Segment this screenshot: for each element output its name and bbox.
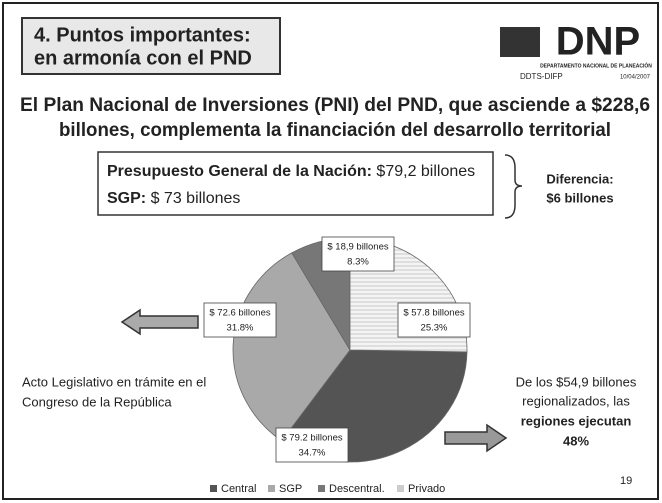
budget-value: $ 73 billones <box>151 190 241 207</box>
amount-label: $ 79.2 billones <box>281 433 343 444</box>
legend-label: Privado <box>408 483 445 495</box>
left-note: Acto Legislativo en trámite en el <box>22 374 206 389</box>
right-note: regionalizados, las <box>522 393 630 408</box>
difference: Diferencia: <box>546 171 613 186</box>
budget-label: Presupuesto General de la Nación: <box>107 163 372 180</box>
logo-block <box>500 27 540 57</box>
pie: $ 79.2 billones 34.7% $ 72.6 billones 31.8%… <box>203 236 471 495</box>
difference: $6 billones <box>546 190 613 205</box>
left-note: Congreso de la República <box>22 394 172 409</box>
budget-value: $79,2 billones <box>376 163 475 180</box>
value-label: 34.7% <box>299 448 326 459</box>
header-box <box>21 17 281 75</box>
label-box <box>203 302 277 338</box>
legend-swatch <box>397 485 404 492</box>
legend-label: Central <box>221 483 256 495</box>
headline: billones, complementa la financiación de… <box>59 120 611 141</box>
budget-line: SGP: $ 73 billones <box>107 190 240 207</box>
legend-swatch <box>318 485 325 492</box>
legend-label: SGP <box>279 483 302 495</box>
value-label: 31.8% <box>227 323 254 334</box>
unit: DDTS-DIFP <box>520 72 563 81</box>
label-box <box>321 236 395 272</box>
budget-label: SGP: <box>107 190 146 207</box>
label-box <box>397 302 471 338</box>
legend-swatch <box>268 485 275 492</box>
page-number: 19 <box>620 475 632 487</box>
header-title: en armonía con el PND <box>34 47 252 69</box>
right-note: De los $54,9 billones <box>516 374 637 389</box>
value-label: 8.3% <box>347 257 369 268</box>
headline: El Plan Nacional de Inversiones (PNI) de… <box>20 95 650 116</box>
right-note: regiones ejecutan <box>521 413 632 428</box>
amount-label: $ 18,9 billones <box>327 242 389 253</box>
value-label: 25.3% <box>421 323 448 334</box>
budget-box <box>97 151 494 216</box>
amount-label: $ 57.8 billones <box>403 308 465 319</box>
brace <box>504 154 523 219</box>
arrow <box>120 308 199 336</box>
pie-slice <box>232 252 351 442</box>
header-title: 4. Puntos importantes: <box>34 24 251 46</box>
legend-swatch <box>210 485 217 492</box>
legend-label: Descentral. <box>329 483 385 495</box>
label-box <box>275 427 349 463</box>
budget-line: Presupuesto General de la Nación: $79,2 … <box>107 163 475 180</box>
arrow <box>444 423 508 453</box>
date: 10/04/2007 <box>620 75 651 81</box>
amount-label: $ 72.6 billones <box>209 308 271 319</box>
right-note: 48% <box>563 433 589 448</box>
logo-caption: DEPARTAMENTO NACIONAL DE PLANEACIÓN <box>540 61 652 69</box>
logo: DNP <box>556 20 640 64</box>
